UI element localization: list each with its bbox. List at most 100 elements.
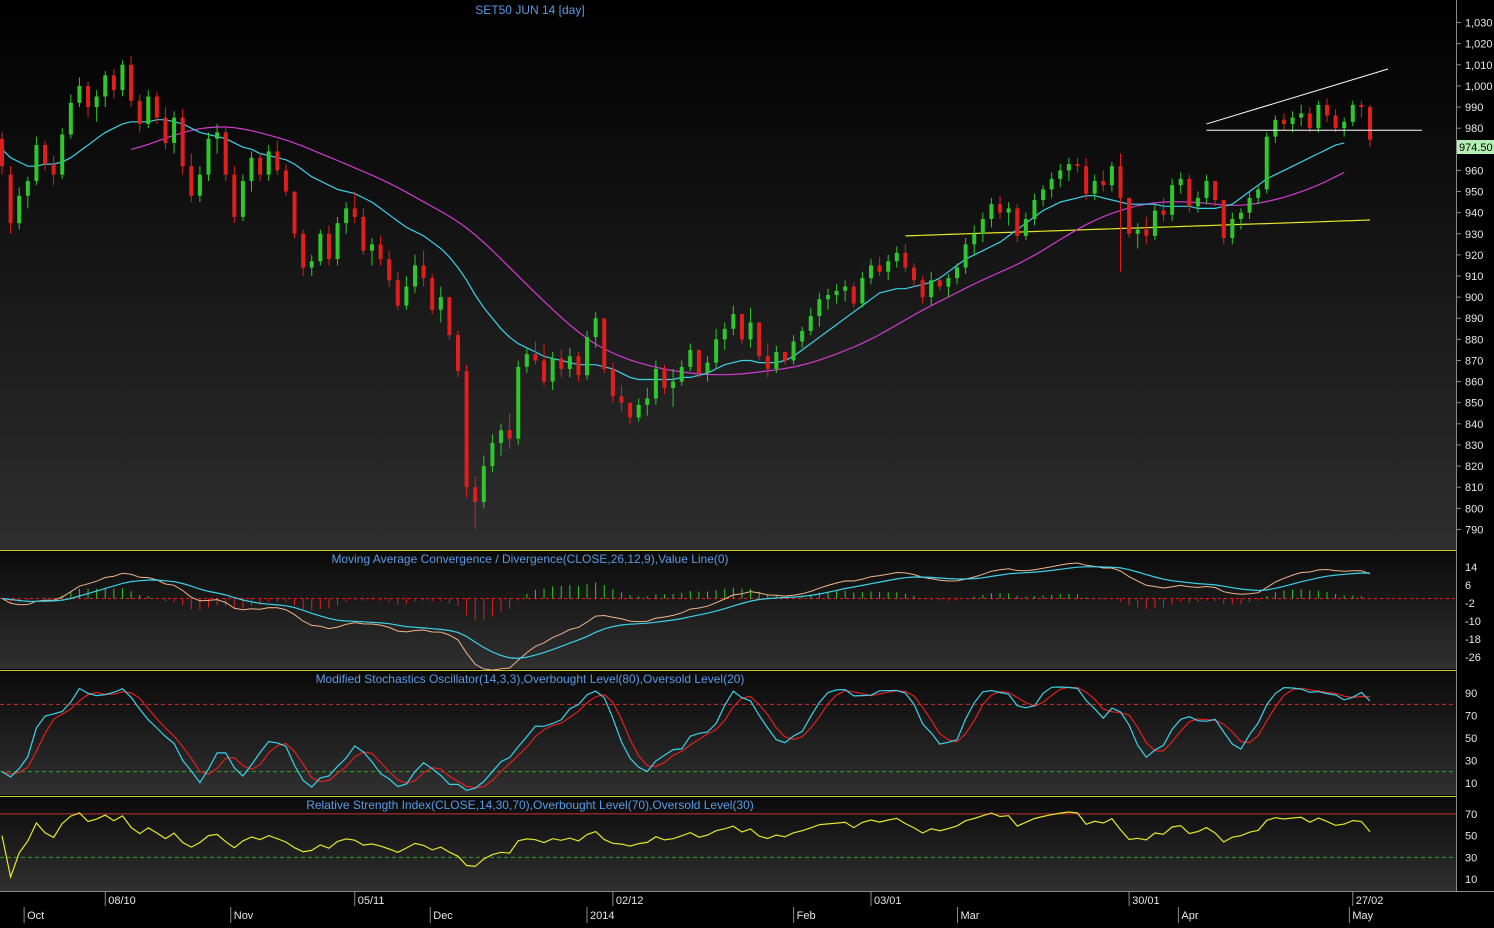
candle[interactable] [1342, 117, 1347, 137]
candle[interactable] [447, 297, 452, 340]
candle[interactable] [843, 280, 848, 302]
candle[interactable] [1049, 172, 1054, 198]
candle[interactable] [972, 225, 977, 255]
candle[interactable] [602, 318, 607, 374]
candle[interactable] [240, 174, 245, 222]
candle[interactable] [1316, 100, 1321, 133]
candle[interactable] [765, 343, 770, 378]
candle[interactable] [499, 423, 504, 456]
candle[interactable] [524, 347, 529, 374]
candle[interactable] [585, 330, 590, 380]
candle[interactable] [1101, 170, 1106, 192]
candle[interactable] [34, 136, 39, 186]
candle[interactable] [739, 314, 744, 344]
candle[interactable] [688, 343, 693, 372]
candle[interactable] [275, 140, 280, 175]
candle[interactable] [877, 256, 882, 276]
candle[interactable] [1127, 197, 1132, 238]
candle[interactable] [103, 71, 108, 108]
candle[interactable] [146, 90, 151, 129]
candle[interactable] [782, 352, 787, 365]
candle[interactable] [232, 166, 237, 224]
candle[interactable] [912, 263, 916, 287]
candle[interactable] [1006, 202, 1011, 226]
candle[interactable] [748, 307, 753, 348]
candle[interactable] [1350, 100, 1355, 127]
candle[interactable] [834, 284, 839, 304]
candle[interactable] [1058, 164, 1063, 188]
candle[interactable] [662, 364, 667, 395]
candle[interactable] [722, 322, 727, 350]
candle[interactable] [1290, 111, 1295, 133]
candle[interactable] [998, 195, 1003, 219]
candle[interactable] [1187, 174, 1192, 213]
candle[interactable] [1015, 204, 1020, 243]
candle[interactable] [120, 60, 125, 97]
candle[interactable] [344, 202, 349, 234]
candle[interactable] [301, 229, 306, 276]
candle[interactable] [542, 343, 547, 386]
candle[interactable] [361, 208, 366, 255]
candle[interactable] [283, 164, 288, 196]
candle[interactable] [714, 328, 719, 369]
candle[interactable] [774, 345, 779, 374]
candle[interactable] [645, 387, 650, 416]
candle[interactable] [1256, 185, 1261, 205]
candle[interactable] [172, 111, 177, 154]
candle[interactable] [937, 276, 942, 291]
candle[interactable] [77, 77, 82, 108]
candle[interactable] [1299, 104, 1304, 127]
candle[interactable] [1144, 216, 1149, 245]
candle[interactable] [1195, 191, 1200, 213]
candle[interactable] [318, 229, 323, 266]
candle[interactable] [111, 69, 116, 99]
candle[interactable] [929, 271, 934, 306]
candle[interactable] [791, 335, 796, 365]
candle[interactable] [206, 132, 211, 181]
candle[interactable] [516, 360, 521, 445]
candle[interactable] [851, 282, 856, 308]
candle[interactable] [154, 92, 159, 124]
candle[interactable] [412, 254, 417, 293]
candle[interactable] [258, 153, 263, 181]
candle[interactable] [1221, 199, 1226, 245]
candle[interactable] [352, 191, 357, 224]
candle[interactable] [1333, 109, 1338, 133]
candle[interactable] [1109, 161, 1114, 192]
candle[interactable] [636, 398, 641, 422]
candle[interactable] [1281, 113, 1286, 131]
candle[interactable] [989, 197, 994, 228]
candle[interactable] [1238, 208, 1243, 230]
candle[interactable] [223, 126, 228, 181]
candle[interactable] [215, 123, 220, 154]
candle[interactable] [731, 305, 736, 336]
candle[interactable] [369, 237, 374, 266]
candle[interactable] [266, 145, 271, 181]
candle[interactable] [1230, 212, 1235, 245]
candle[interactable] [94, 90, 99, 122]
candle[interactable] [197, 166, 202, 203]
candle[interactable] [1307, 107, 1312, 133]
candle[interactable] [378, 235, 383, 266]
candle[interactable] [903, 244, 908, 272]
candle[interactable] [696, 349, 701, 378]
candle[interactable] [920, 276, 925, 304]
candle[interactable] [25, 176, 30, 209]
candle[interactable] [481, 455, 486, 509]
candle[interactable] [963, 237, 968, 274]
candle[interactable] [1170, 178, 1175, 222]
candle[interactable] [1152, 204, 1157, 241]
candle[interactable] [757, 322, 762, 361]
candle[interactable] [180, 109, 185, 175]
candle[interactable] [395, 271, 400, 310]
candle[interactable] [1135, 223, 1140, 249]
candle[interactable] [421, 250, 426, 287]
candle[interactable] [1032, 193, 1037, 226]
candle[interactable] [671, 368, 676, 407]
candle[interactable] [1023, 212, 1028, 241]
candle[interactable] [800, 326, 805, 348]
candle[interactable] [1368, 104, 1372, 148]
candle[interactable] [309, 254, 314, 276]
candle[interactable] [189, 153, 194, 203]
candle[interactable] [817, 292, 822, 327]
